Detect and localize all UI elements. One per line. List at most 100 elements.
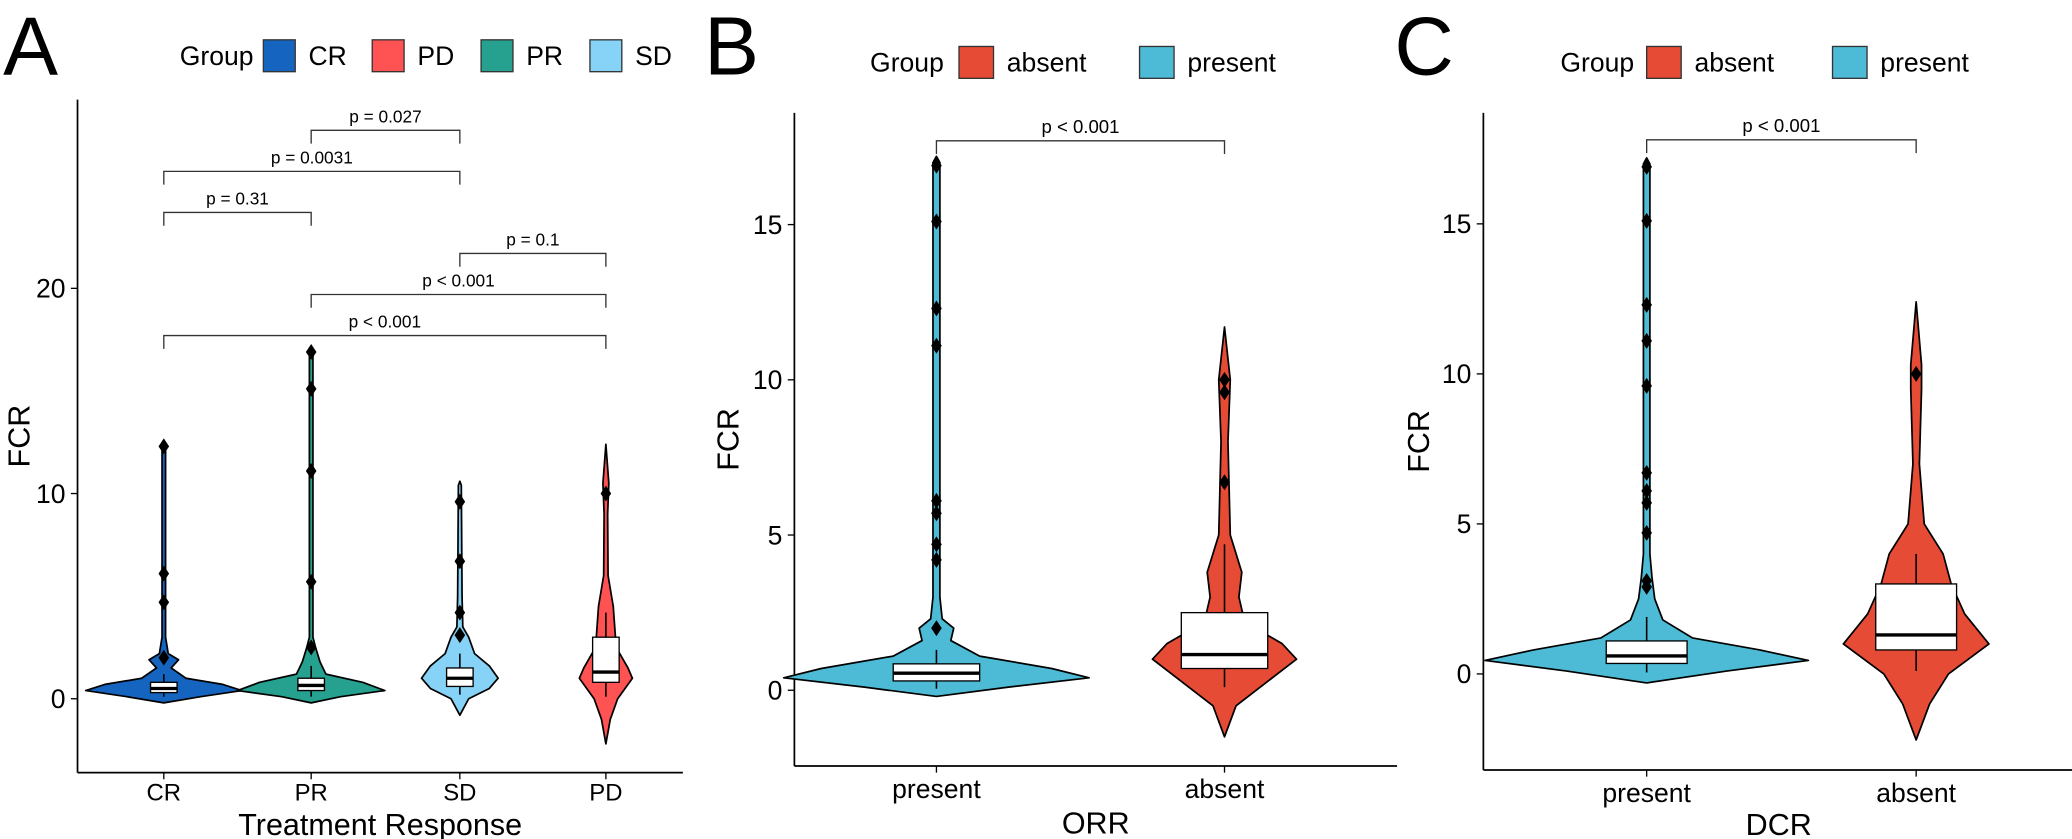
outlier-point xyxy=(1641,578,1652,595)
legend-title: Group xyxy=(1560,48,1634,78)
outlier-point xyxy=(931,337,942,354)
y-tick-label: 10 xyxy=(1442,359,1472,389)
legend: Group absent present xyxy=(1560,45,1969,79)
bracket-line xyxy=(1646,139,1917,154)
bracket-line xyxy=(163,211,312,226)
outlier-point xyxy=(931,300,942,317)
y-tick-label: 10 xyxy=(36,479,66,509)
panel-letter: A xyxy=(3,0,58,92)
legend-swatch xyxy=(1646,45,1682,79)
legend-label: absent xyxy=(1007,48,1087,78)
series-PD xyxy=(578,443,634,745)
bracket-line xyxy=(935,140,1226,155)
y-tick-label: 10 xyxy=(753,365,783,395)
legend-swatch xyxy=(371,39,405,73)
legend-title: Group xyxy=(870,48,944,78)
outlier-point xyxy=(1641,482,1652,499)
bracket-line xyxy=(163,334,607,349)
x-axis-title: Treatment Response xyxy=(238,808,522,839)
panel-B: B Group absent present 0 5 10 15 present absent OR… xyxy=(704,0,1398,839)
violin xyxy=(782,155,1090,698)
outlier-point xyxy=(158,649,170,666)
legend-label: present xyxy=(1187,48,1276,78)
violin xyxy=(420,480,500,717)
p-value-label: p = 0.027 xyxy=(349,106,421,126)
y-tick-label: 5 xyxy=(768,520,783,550)
comparison-bracket: p < 0.001 xyxy=(163,312,607,349)
outlier-point xyxy=(1641,212,1652,229)
outlier-point xyxy=(931,213,942,230)
outlier-point xyxy=(454,553,466,570)
outlier-point xyxy=(1641,464,1652,481)
outlier-point xyxy=(931,551,942,568)
outlier-point xyxy=(600,485,612,502)
x-tick-label: SD xyxy=(443,780,476,807)
y-tick-label: 0 xyxy=(768,676,783,706)
panel-letter: C xyxy=(1394,0,1453,92)
outlier-point xyxy=(1910,365,1922,382)
outlier-point xyxy=(454,604,466,621)
violin xyxy=(1484,156,1810,684)
outlier-point xyxy=(305,639,317,656)
p-value-label: p = 0.31 xyxy=(206,188,269,208)
p-value-label: p < 0.001 xyxy=(1742,115,1820,136)
outlier-point xyxy=(158,565,170,582)
series-absent xyxy=(1842,301,1990,741)
comparison-bracket: p < 0.001 xyxy=(310,271,607,308)
comparison-bracket: p = 0.027 xyxy=(310,106,461,144)
series-present xyxy=(782,155,1090,698)
bracket-line xyxy=(310,129,461,144)
p-value-label: p = 0.1 xyxy=(506,230,559,250)
outlier-point xyxy=(1641,377,1652,394)
box xyxy=(1875,583,1958,651)
p-value-label: p = 0.0031 xyxy=(271,147,353,167)
legend: Group CR PD PR SD xyxy=(180,39,672,73)
x-tick-label: absent xyxy=(1876,778,1956,808)
outlier-point xyxy=(305,573,317,590)
y-tick-label: 5 xyxy=(1457,509,1472,539)
legend-label: CR xyxy=(309,41,347,71)
bracket-line xyxy=(310,293,607,308)
comparison-bracket: p = 0.1 xyxy=(459,230,607,267)
panel-A: A Group CR PD PR SD 0 10 20 CR PR SD PD Treatment Res… xyxy=(3,0,683,839)
series-absent xyxy=(1151,326,1298,738)
outlier-point xyxy=(1641,524,1652,541)
y-tick-label: 0 xyxy=(1457,659,1472,689)
y-tick-label: 0 xyxy=(51,684,66,714)
legend-label: PD xyxy=(417,41,454,71)
comparison-bracket: p < 0.001 xyxy=(1646,115,1917,154)
x-tick-label: PR xyxy=(295,780,328,807)
comparison-bracket: p = 0.0031 xyxy=(163,147,461,185)
p-value-label: p < 0.001 xyxy=(422,271,494,291)
bracket-line xyxy=(163,170,461,185)
y-axis-title: FCR xyxy=(3,405,37,468)
legend-swatch xyxy=(958,45,995,79)
series-CR xyxy=(84,438,243,704)
legend-title: Group xyxy=(180,41,254,71)
series-present xyxy=(1484,156,1810,684)
x-tick-label: absent xyxy=(1185,774,1265,804)
y-axis-title: FCR xyxy=(1402,410,1436,473)
outlier-point xyxy=(305,380,317,397)
x-tick-label: present xyxy=(1602,778,1691,808)
legend-label: absent xyxy=(1694,48,1774,78)
outlier-point xyxy=(305,463,317,479)
box xyxy=(1180,611,1269,670)
outlier-point xyxy=(1641,158,1652,175)
y-axis-title: FCR xyxy=(712,408,746,471)
p-value-label: p < 0.001 xyxy=(349,312,421,332)
x-tick-label: present xyxy=(892,774,981,804)
y-tick-label: 15 xyxy=(753,210,783,240)
outlier-point xyxy=(1641,332,1652,349)
legend-swatch xyxy=(589,39,623,73)
outlier-point xyxy=(454,627,466,644)
legend-swatch xyxy=(1831,45,1868,79)
p-value-label: p < 0.001 xyxy=(1041,116,1119,137)
box xyxy=(591,636,620,683)
y-tick-label: 15 xyxy=(1442,209,1472,239)
legend-label: present xyxy=(1880,48,1969,78)
outlier-point xyxy=(454,493,466,510)
panel-letter: B xyxy=(704,0,759,92)
legend-label: PR xyxy=(526,41,563,71)
